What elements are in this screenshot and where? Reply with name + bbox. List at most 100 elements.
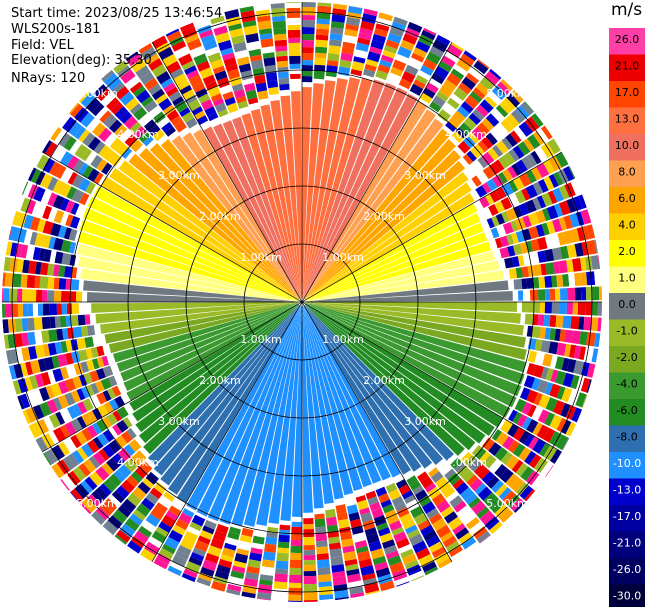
noise-gate [212, 65, 226, 75]
noise-gate [242, 77, 255, 86]
noise-gate [388, 489, 401, 501]
noise-gate [2, 319, 9, 334]
noise-gate [506, 234, 515, 246]
noise-gate [314, 57, 327, 66]
noise-gate [536, 162, 550, 178]
noise-gate [513, 278, 523, 290]
colorbar-label: -26.0 [613, 563, 641, 576]
noise-gate [492, 174, 504, 188]
noise-gate [243, 577, 258, 588]
noise-gate [498, 507, 514, 523]
ray-sector [192, 129, 300, 299]
noise-gate [461, 511, 477, 525]
noise-gate [390, 66, 404, 77]
noise-gate [421, 29, 436, 41]
noise-gate [163, 491, 175, 502]
noise-gate [489, 521, 503, 534]
ray-sector [302, 77, 361, 299]
noise-gate [347, 573, 362, 583]
noise-gate [214, 102, 227, 113]
colorbar-swatch [609, 187, 645, 214]
noise-gate [514, 398, 527, 413]
noise-gate [395, 537, 410, 549]
noise-gate [405, 524, 418, 535]
noise-gate [179, 22, 195, 32]
noise-gate [529, 251, 540, 265]
noise-gate [302, 76, 313, 83]
noise-gate [340, 52, 354, 62]
noise-gate [593, 332, 601, 348]
noise-gate [551, 275, 558, 288]
noise-gate [412, 540, 428, 554]
noise-gate [17, 303, 24, 317]
noise-gate [569, 213, 580, 228]
noise-gate [484, 70, 500, 86]
noise-gate [540, 263, 547, 276]
noise-gate [473, 159, 484, 172]
noise-gate [16, 348, 24, 363]
noise-gate [521, 188, 531, 201]
ray-sector [302, 305, 314, 513]
noise-gate [490, 108, 505, 123]
noise-gate [170, 68, 184, 80]
noise-gate [261, 559, 275, 568]
noise-gate [272, 596, 287, 602]
noise-gate [72, 403, 83, 417]
noise-gate [354, 540, 368, 549]
range-ring-label: 2.00km [363, 374, 405, 387]
noise-gate [45, 385, 55, 399]
noise-gate [97, 404, 109, 418]
ray-sector [305, 182, 472, 300]
noise-gate [41, 433, 55, 449]
colorbar-swatch [609, 81, 645, 108]
noise-gate [202, 525, 215, 535]
noise-gate [508, 409, 518, 422]
noise-gate [53, 277, 60, 290]
noise-gate [101, 92, 116, 107]
noise-gate [469, 521, 484, 535]
range-ring-label: 3.00km [404, 415, 446, 428]
noise-gate [262, 551, 276, 561]
noise-gate [518, 121, 533, 137]
ray-sector [77, 231, 299, 301]
noise-gate [489, 68, 502, 80]
noise-gate [22, 410, 31, 425]
ray-sector [113, 303, 299, 363]
noise-gate [532, 422, 543, 436]
noise-gate [272, 15, 286, 22]
noise-gate [72, 466, 87, 482]
colorbar-label: 10.0 [615, 139, 640, 152]
noise-gate [157, 117, 170, 129]
noise-gate [47, 370, 56, 384]
range-ring-label: 5.00km [76, 87, 118, 100]
noise-gate [526, 389, 539, 404]
noise-gate [500, 119, 514, 133]
noise-gate [278, 529, 291, 536]
noise-gate [540, 125, 553, 140]
noise-gate [200, 98, 214, 111]
noise-gate [82, 398, 94, 412]
noise-gate [565, 421, 577, 437]
noise-gate [107, 427, 119, 439]
noise-gate [233, 41, 247, 53]
noise-gate [330, 556, 344, 566]
noise-gate [42, 343, 51, 357]
noise-gate [59, 151, 74, 167]
noise-gate [391, 21, 407, 31]
noise-gate [179, 84, 193, 95]
noise-gate [471, 127, 485, 141]
noise-gate [317, 2, 332, 7]
azimuth-line [301, 42, 453, 303]
noise-gate [141, 520, 156, 533]
noise-gate [122, 417, 133, 429]
noise-gate [8, 365, 17, 380]
noise-gate [450, 42, 464, 52]
noise-gate [70, 202, 80, 215]
noise-gate [487, 148, 500, 161]
elevation-text: Elevation(deg): 35.30 [11, 53, 152, 68]
noise-gate [432, 95, 446, 108]
noise-gate [539, 442, 551, 457]
noise-gate [501, 182, 514, 197]
noise-gate [215, 523, 229, 535]
noise-gate [402, 553, 417, 565]
